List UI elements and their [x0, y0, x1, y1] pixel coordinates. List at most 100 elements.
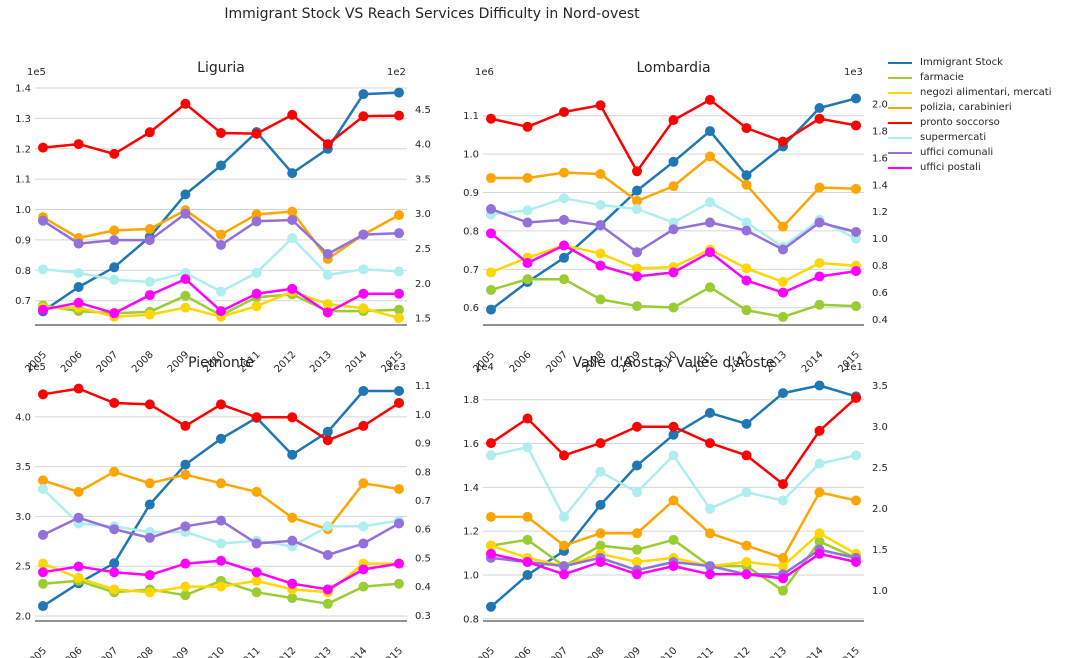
data-point [109, 567, 120, 578]
data-point [705, 569, 715, 580]
data-point [251, 486, 262, 497]
series-polizia-carabinieri [486, 151, 861, 232]
data-point [632, 556, 642, 567]
data-point [741, 418, 752, 429]
x-tick-label: 2008 [130, 349, 156, 375]
data-point [632, 263, 642, 274]
data-point [287, 512, 298, 523]
data-point [322, 139, 333, 150]
data-point [109, 235, 120, 246]
data-point [595, 556, 606, 567]
x-tick-label: 2008 [581, 645, 607, 658]
data-point [180, 558, 191, 569]
data-point [705, 94, 715, 105]
data-point [851, 93, 861, 104]
x-tick-label: 2013 [308, 645, 334, 658]
series-farmacie [486, 274, 861, 322]
data-point [216, 581, 226, 592]
legend-item-polizia-carabinieri: polizia, carabinieri [888, 100, 1051, 115]
data-point [668, 429, 679, 440]
x-tick-label: 2005 [23, 645, 49, 658]
x-tick-label: 2010 [654, 645, 680, 658]
right-tick-label: 1.5 [415, 314, 431, 325]
data-point [109, 262, 120, 273]
data-point [559, 240, 569, 251]
left-tick-label: 1.2 [463, 527, 479, 538]
data-point [814, 487, 825, 498]
data-point [522, 511, 533, 522]
legend-item-pronto-soccorso: pronto soccorso [888, 115, 1051, 130]
right-tick-label: 2.5 [415, 244, 431, 255]
data-point [358, 564, 369, 575]
right-offset-label: 1e2 [387, 67, 406, 78]
data-point [180, 98, 191, 109]
data-point [394, 313, 404, 324]
right-tick-label: 1.0 [872, 586, 888, 597]
series-polizia-carabinieri [38, 466, 404, 535]
data-point [180, 581, 191, 592]
data-point [109, 148, 120, 159]
data-point [741, 305, 752, 316]
panel-title: Lombardia [636, 60, 710, 76]
data-point [522, 556, 533, 567]
x-tick-label: 2013 [763, 645, 789, 658]
data-point [741, 275, 752, 286]
data-point [851, 266, 861, 277]
data-point [216, 515, 226, 526]
data-point [358, 89, 369, 100]
data-point [778, 479, 788, 490]
data-point [522, 205, 533, 216]
data-point [358, 478, 369, 489]
data-point [180, 290, 191, 301]
data-point [251, 209, 262, 220]
data-point [668, 495, 679, 506]
data-point [322, 521, 333, 532]
data-point [73, 572, 84, 583]
data-point [522, 413, 533, 424]
data-point [486, 173, 496, 184]
data-point [216, 399, 226, 410]
data-point [216, 555, 226, 566]
x-tick-label: 2007 [95, 349, 121, 375]
data-point [109, 308, 120, 319]
right-tick-label: 1.1 [415, 381, 431, 392]
data-point [668, 267, 679, 278]
legend-item-negozi-alimentari-mercati: negozi alimentari, mercati [888, 85, 1051, 100]
data-point [668, 115, 679, 126]
data-point [144, 587, 155, 598]
data-point [851, 556, 861, 567]
data-point [486, 438, 496, 449]
data-point [486, 204, 496, 215]
data-point [144, 478, 155, 489]
legend-label: farmacie [920, 72, 964, 83]
data-point [322, 426, 333, 437]
left-offset-label: 1e6 [475, 67, 494, 78]
right-tick-label: 2.5 [872, 463, 888, 474]
data-point [358, 264, 369, 275]
data-point [741, 217, 752, 228]
data-point [632, 247, 642, 258]
data-point [144, 235, 155, 246]
data-point [38, 601, 48, 612]
data-point [522, 121, 533, 132]
series-uffici-comunali [38, 208, 404, 260]
legend-swatch [888, 166, 912, 169]
series-farmacie [38, 575, 404, 609]
data-point [741, 487, 752, 498]
data-point [109, 558, 120, 569]
data-point [559, 252, 569, 263]
data-point [595, 260, 606, 271]
legend-label: pronto soccorso [920, 117, 1000, 128]
series-supermercati [486, 442, 861, 522]
data-point [595, 100, 606, 111]
data-point [814, 182, 825, 193]
series-line [42, 389, 399, 608]
data-point [705, 282, 715, 293]
data-point [595, 540, 606, 551]
data-point [705, 151, 715, 162]
data-point [216, 286, 226, 297]
legend-swatch [888, 121, 912, 124]
data-point [595, 168, 606, 179]
left-tick-label: 1.2 [15, 144, 31, 155]
x-tick-label: 2011 [690, 645, 716, 658]
